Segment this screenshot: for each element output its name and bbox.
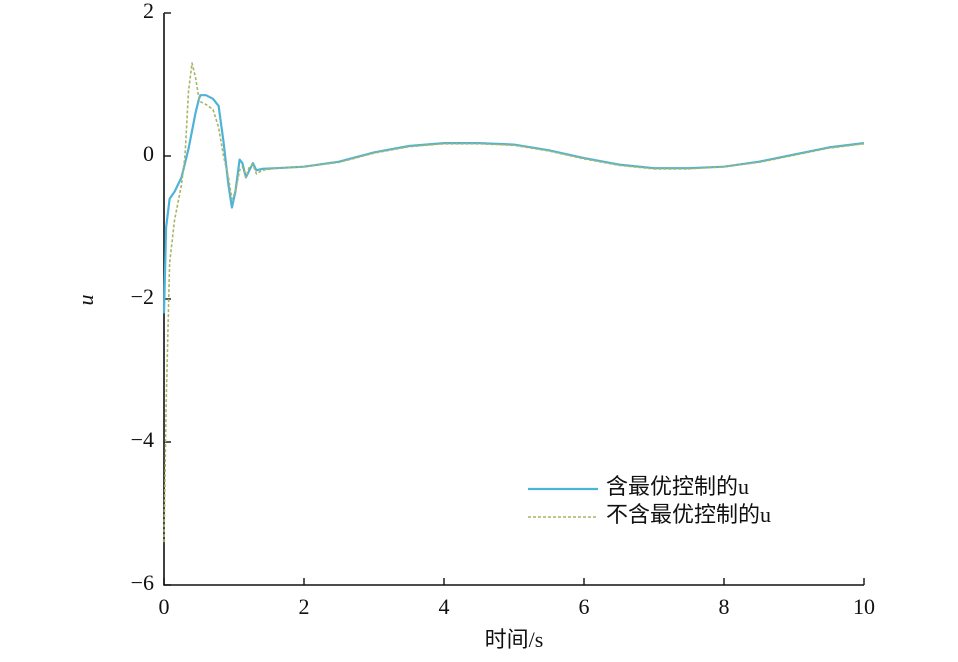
- y-tick-label: −4: [131, 427, 154, 452]
- series-line: [163, 62, 865, 543]
- x-tick-label: 0: [159, 594, 170, 619]
- y-tick-label: 0: [143, 141, 154, 166]
- x-tick-label: 2: [299, 594, 310, 619]
- y-tick-label: 2: [143, 0, 154, 23]
- x-tick-label: 4: [439, 594, 450, 619]
- x-tick-label: 6: [579, 594, 590, 619]
- legend-label: 不含最优控制的u: [606, 502, 771, 527]
- y-axis-label: u: [73, 295, 98, 306]
- series-line: [162, 94, 865, 314]
- y-tick-label: −2: [131, 284, 154, 309]
- legend-label: 含最优控制的u: [606, 474, 749, 499]
- x-axis-label: 时间/s: [485, 627, 544, 652]
- y-tick-label: −6: [131, 570, 154, 595]
- x-tick-label: 8: [719, 594, 730, 619]
- x-tick-label: 10: [853, 594, 875, 619]
- axes: [163, 13, 864, 586]
